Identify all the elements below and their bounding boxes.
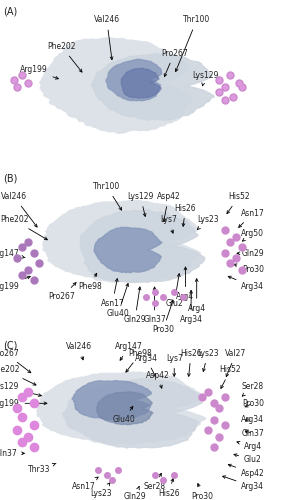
Text: Pro267: Pro267 — [48, 282, 76, 301]
Text: Arg4: Arg4 — [176, 267, 194, 301]
Text: Arg199: Arg199 — [0, 276, 30, 291]
Text: Val27: Val27 — [225, 349, 247, 376]
Polygon shape — [63, 378, 202, 448]
Text: (B): (B) — [3, 174, 17, 184]
Text: Val246: Val246 — [66, 342, 92, 360]
Text: His26: His26 — [180, 349, 202, 376]
Text: Lys23: Lys23 — [197, 216, 219, 230]
Text: Glu40: Glu40 — [107, 284, 129, 318]
Text: Arg34: Arg34 — [241, 416, 264, 424]
Text: Lys23: Lys23 — [90, 483, 112, 498]
Text: Phe202: Phe202 — [0, 216, 47, 240]
Text: Arg34: Arg34 — [228, 276, 264, 291]
Polygon shape — [80, 210, 205, 282]
Text: Pro30: Pro30 — [234, 264, 264, 274]
Text: His26: His26 — [158, 478, 179, 498]
Polygon shape — [43, 200, 201, 282]
Text: Arg4: Arg4 — [188, 278, 206, 313]
Polygon shape — [106, 59, 162, 101]
Text: Thr33: Thr33 — [28, 464, 56, 474]
Text: Asn17: Asn17 — [72, 477, 98, 491]
Text: Val246: Val246 — [1, 192, 37, 227]
Text: Ser28: Ser28 — [242, 382, 264, 396]
Text: Gln29: Gln29 — [124, 486, 146, 500]
Polygon shape — [97, 392, 153, 424]
Text: Lys7: Lys7 — [166, 354, 183, 376]
Text: Gln37: Gln37 — [0, 449, 24, 458]
Text: Glu2: Glu2 — [165, 274, 183, 308]
Text: Ser28: Ser28 — [144, 474, 166, 491]
Text: Arg34: Arg34 — [223, 476, 264, 491]
Text: Pro30: Pro30 — [152, 300, 174, 334]
Text: Phe98: Phe98 — [78, 274, 102, 291]
Text: His26: His26 — [175, 204, 196, 227]
Text: Glu40: Glu40 — [112, 406, 135, 424]
Text: (C): (C) — [3, 340, 17, 350]
Text: Gln37: Gln37 — [242, 429, 264, 438]
Text: Thr100: Thr100 — [93, 182, 122, 210]
Text: Phe202: Phe202 — [0, 366, 36, 385]
Polygon shape — [72, 380, 152, 420]
Text: Val246: Val246 — [94, 16, 120, 60]
Polygon shape — [94, 228, 162, 272]
Text: Asp42: Asp42 — [146, 370, 169, 388]
Text: Asp42: Asp42 — [157, 192, 180, 222]
Text: Thr100: Thr100 — [175, 16, 210, 72]
Polygon shape — [121, 68, 161, 98]
Text: Phe98: Phe98 — [126, 349, 152, 372]
Text: Asn17: Asn17 — [101, 278, 124, 308]
Text: Asp42: Asp42 — [228, 464, 265, 478]
Text: Glu2: Glu2 — [234, 454, 262, 464]
Text: His52: His52 — [227, 192, 250, 214]
Text: Arg147: Arg147 — [115, 342, 143, 360]
Text: Arg34: Arg34 — [135, 354, 158, 376]
Polygon shape — [37, 372, 206, 444]
Text: (A): (A) — [3, 6, 17, 16]
Text: Arg50: Arg50 — [241, 229, 264, 241]
Text: Lys129: Lys129 — [127, 192, 154, 216]
Text: Pro267: Pro267 — [0, 349, 31, 372]
Text: Pro30: Pro30 — [242, 399, 264, 408]
Text: Gln29: Gln29 — [124, 287, 146, 325]
Text: Arg34: Arg34 — [180, 290, 203, 324]
Polygon shape — [91, 54, 214, 120]
Text: Arg4: Arg4 — [237, 442, 262, 451]
Text: Pro30: Pro30 — [191, 484, 213, 500]
Text: His52: His52 — [220, 366, 241, 388]
Text: Phe202: Phe202 — [47, 42, 82, 72]
Text: Lys23: Lys23 — [197, 349, 219, 372]
Text: Lys129: Lys129 — [0, 382, 41, 396]
Polygon shape — [40, 38, 192, 133]
Text: Lys129: Lys129 — [192, 70, 218, 86]
Text: Gln37: Gln37 — [143, 287, 166, 325]
Text: Asn17: Asn17 — [239, 209, 265, 228]
Text: Arg147: Arg147 — [0, 249, 25, 258]
Text: Pro267: Pro267 — [161, 49, 188, 76]
Text: Lys7: Lys7 — [160, 216, 177, 233]
Text: Gln29: Gln29 — [237, 249, 264, 258]
Text: Arg199: Arg199 — [0, 399, 47, 408]
Text: Arg199: Arg199 — [20, 66, 58, 79]
